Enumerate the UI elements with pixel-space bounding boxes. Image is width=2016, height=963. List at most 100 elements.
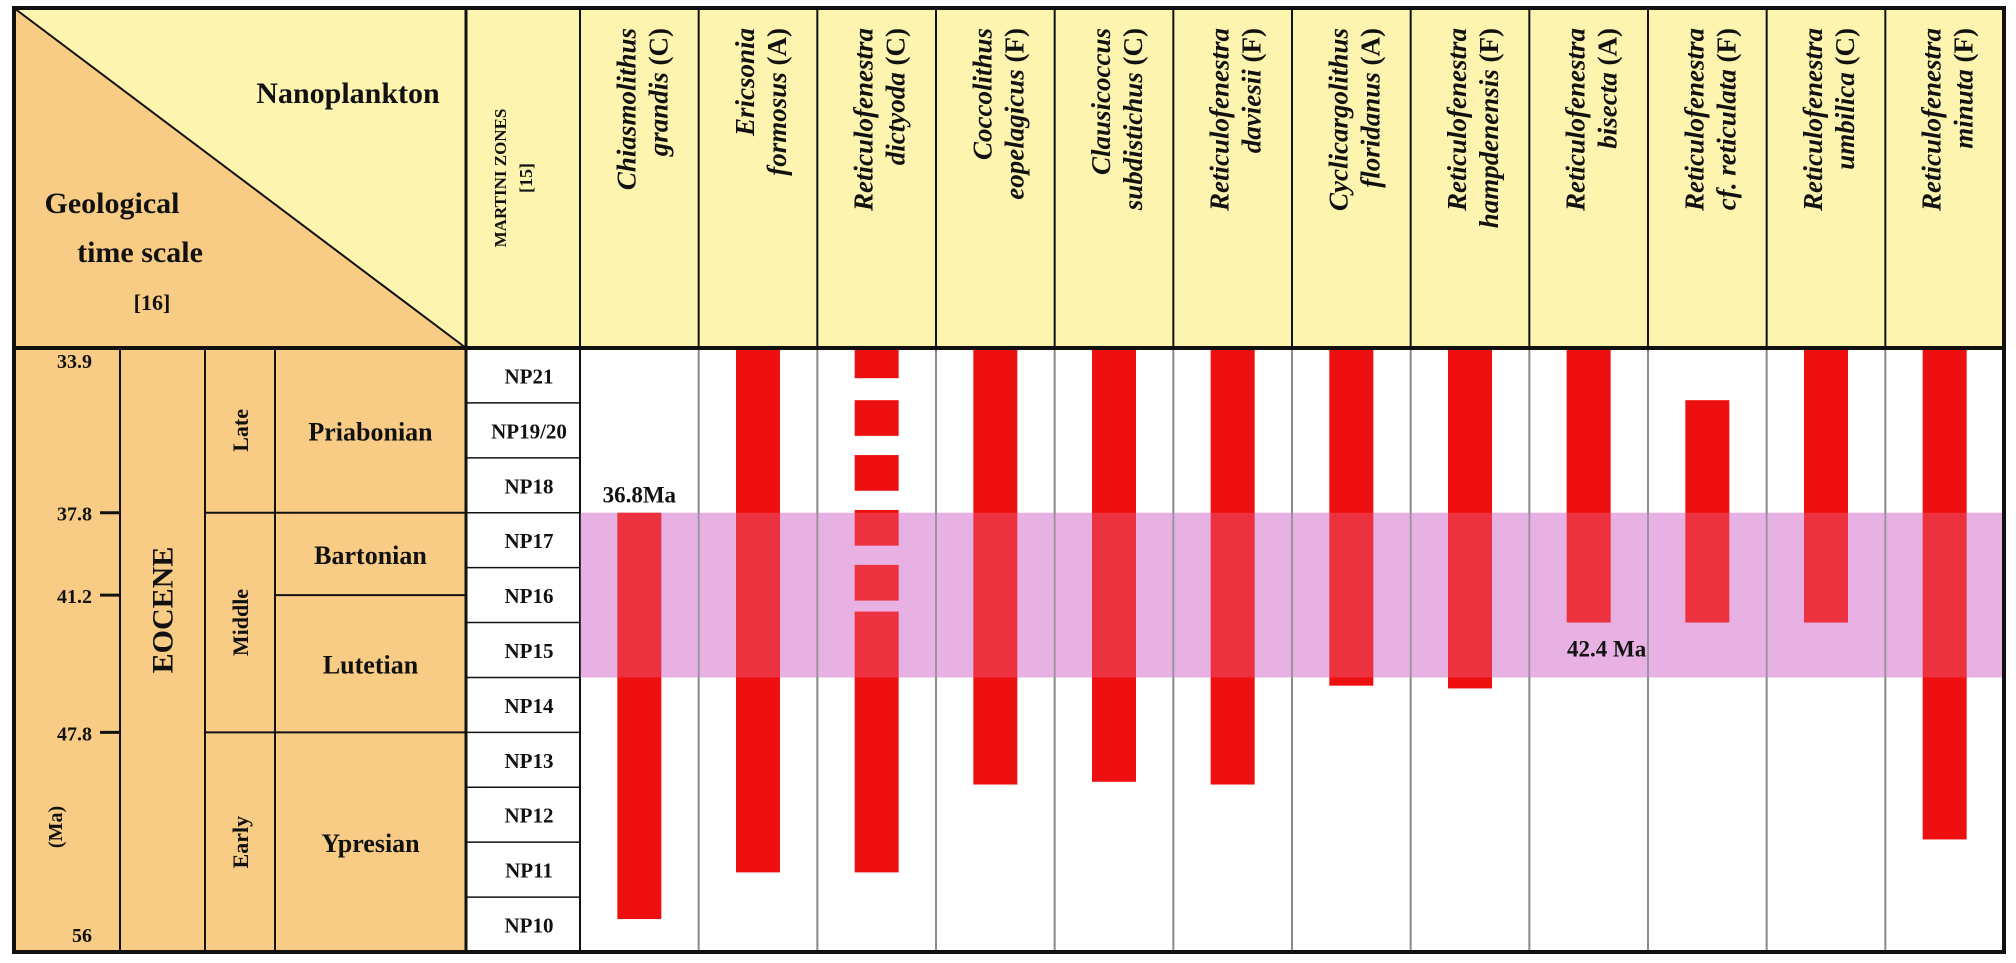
species-epithet: bisecta <box>1593 65 1623 148</box>
time-tick-label: 56 <box>72 925 92 947</box>
species-genus-label: Reticulofenestra <box>1561 28 1591 212</box>
species-abundance: (A) <box>1355 28 1385 65</box>
stage-label: Priabonian <box>308 417 433 446</box>
species-genus-label: Reticulofenestra <box>1442 28 1472 212</box>
zone-label: NP12 <box>505 804 554 828</box>
species-epithet-label: daviesii (F) <box>1237 28 1267 153</box>
range-labels-layer: 36.8Ma 42.4 Ma <box>580 483 2004 678</box>
species-header: Ericsonia formosus (A) <box>730 28 792 176</box>
species-epithet: daviesii <box>1237 62 1267 153</box>
species-abundance: (F) <box>1237 28 1267 62</box>
range-bar <box>1448 348 1492 689</box>
range-bar <box>617 512 662 920</box>
zone-label: NP16 <box>505 584 554 608</box>
species-header: Reticulofenestra hampdenensis (F) <box>1442 28 1504 228</box>
range-top-label: 36.8Ma <box>603 483 677 508</box>
species-genus-label: Coccolithus <box>967 28 997 160</box>
species-genus-label: Chiasmolithus <box>611 28 641 190</box>
time-tick-label: 37.8 <box>57 504 92 526</box>
species-header: Reticulofenestra daviesii (F) <box>1205 28 1267 212</box>
range-bar <box>854 348 899 379</box>
species-abundance: (C) <box>1118 28 1148 65</box>
time-unit-label: (Ma) <box>45 806 67 848</box>
range-bar <box>1566 348 1611 623</box>
species-abundance: (F) <box>1949 28 1979 62</box>
species-header: Reticulofenestra umbilica (C) <box>1798 28 1860 212</box>
species-epithet-label: subdistichus (C) <box>1118 28 1148 211</box>
zones-header: MARTINI ZONES [15] <box>491 109 536 248</box>
species-abundance: (A) <box>1593 28 1623 65</box>
range-bar <box>854 611 899 873</box>
outer-border <box>12 6 2006 954</box>
range-bar <box>736 348 780 873</box>
highlight-band-overlay <box>580 512 2004 678</box>
header-diagonal-line <box>13 7 467 349</box>
species-header: Reticulofenestra minuta (F) <box>1917 28 1979 212</box>
species-epithet-label: grandis (C) <box>643 28 673 157</box>
time-scale-label-line2: time scale <box>77 236 203 269</box>
species-epithet: minuta <box>1949 62 1979 148</box>
species-epithet-label: hampdenensis (F) <box>1474 28 1504 228</box>
species-genus-label: Cyclicargolithus <box>1323 28 1353 211</box>
species-abundance: (C) <box>643 28 673 65</box>
range-bar <box>1210 348 1255 785</box>
species-epithet-label: dictyoda (C) <box>881 28 911 165</box>
species-abundance: (A) <box>762 28 792 65</box>
stage-label: Bartonian <box>314 541 427 570</box>
species-epithet: subdistichus <box>1118 65 1148 211</box>
species-epithet: umbilica <box>1830 65 1860 169</box>
stage-label: Lutetian <box>323 651 419 680</box>
range-bar <box>1092 348 1136 782</box>
species-genus-label: Reticulofenestra <box>1917 28 1947 212</box>
species-epithet-label: bisecta (A) <box>1593 28 1623 149</box>
species-epithet: grandis <box>643 65 673 157</box>
species-header: Reticulofenestra cf. reticulata (F) <box>1679 28 1741 212</box>
zone-label: NP17 <box>505 529 554 553</box>
species-epithet-label: umbilica (C) <box>1830 28 1860 170</box>
species-abundance: (C) <box>881 28 911 65</box>
zone-label: NP13 <box>505 749 554 773</box>
range-bar <box>854 564 899 601</box>
range-bar <box>854 455 899 491</box>
range-bar <box>854 509 899 546</box>
zone-label: NP18 <box>505 474 554 498</box>
species-epithet-label: minuta (F) <box>1949 28 1979 149</box>
zone-label: NP15 <box>505 639 554 663</box>
time-tick-label: 41.2 <box>57 586 92 608</box>
subepoch-label: Late <box>228 409 253 452</box>
time-tick-label: 47.8 <box>57 723 92 745</box>
zone-label: NP14 <box>505 694 554 718</box>
species-header-layer: Chiasmolithus grandis (C) Ericsonia formosu… <box>611 8 1979 348</box>
zone-label: NP21 <box>505 364 554 388</box>
time-scale-ref: [16] <box>134 290 171 315</box>
species-header: Coccolithus eopelagicus (F) <box>967 28 1029 200</box>
species-genus-label: Ericsonia <box>730 28 760 137</box>
stage-label: Ypresian <box>321 829 420 858</box>
species-genus-label: Clausicoccus <box>1086 28 1116 175</box>
subepoch-label: Middle <box>228 589 253 656</box>
range-bar <box>1329 348 1374 686</box>
zones-layer: NP21 NP19/20 NP18 NP17 NP16 NP15 NP14 NP13 NP12 N… <box>464 8 581 952</box>
species-header: Chiasmolithus grandis (C) <box>611 28 673 190</box>
range-bar <box>1804 348 1848 623</box>
species-abundance: (F) <box>1711 28 1741 62</box>
subepoch-label: Early <box>228 816 253 869</box>
time-scale-layer: EOCENE Late Middle Early Priabonian Bartonian… <box>45 348 466 952</box>
species-epithet: formosus <box>762 65 792 175</box>
species-header: Clausicoccus subdistichus (C) <box>1086 28 1148 211</box>
species-header: Cyclicargolithus floridanus (A) <box>1323 28 1385 211</box>
species-epithet: eopelagicus <box>999 62 1029 199</box>
species-abundance: (F) <box>999 28 1029 62</box>
time-scale-label-line1: Geological <box>45 187 180 220</box>
species-epithet: floridanus <box>1355 65 1385 187</box>
species-epithet: cf. reticulata <box>1711 62 1741 210</box>
species-header: Reticulofenestra bisecta (A) <box>1561 28 1623 212</box>
species-abundance: (C) <box>1830 28 1860 65</box>
species-genus-label: Reticulofenestra <box>1205 28 1235 212</box>
species-genus-label: Reticulofenestra <box>1679 28 1709 212</box>
range-bar <box>854 400 899 436</box>
range-bar <box>1922 348 1967 840</box>
range-bottom-label: 42.4 Ma <box>1567 637 1647 662</box>
